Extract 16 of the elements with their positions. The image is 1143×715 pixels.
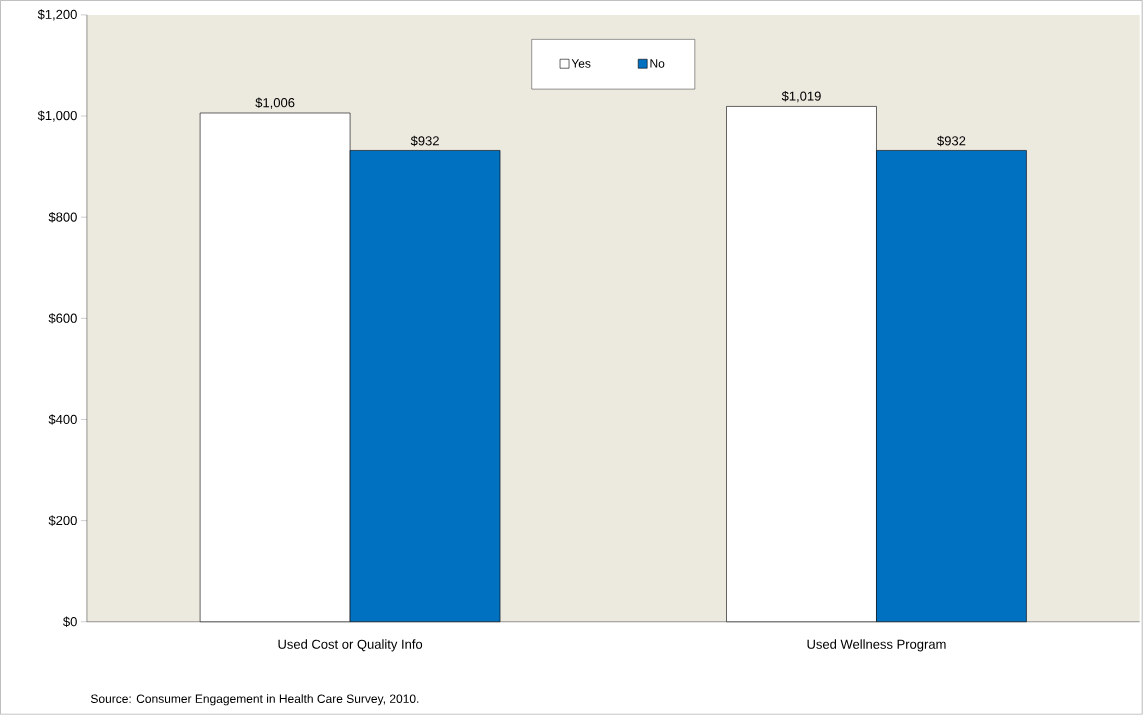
data-label: $1,019 [781, 91, 821, 103]
y-tick-label: $200 [48, 515, 77, 527]
y-tick-label: $0 [63, 616, 77, 628]
y-tick-label: $800 [48, 212, 77, 223]
y-tick-label: $1,200 [37, 9, 77, 21]
x-tick-label: Used Cost or Quality Info [278, 639, 423, 652]
y-tick-label: $600 [48, 313, 77, 324]
source-note: Source: Consumer Engagement in Health Care Survey, 2010. [90, 694, 419, 706]
data-label: $932 [937, 135, 966, 147]
y-tick-label: $1,000 [37, 110, 77, 122]
data-label: $1,006 [255, 97, 295, 109]
x-tick-label: Used Wellness Program [807, 639, 946, 652]
y-tick-label: $400 [48, 414, 77, 425]
legend-label: Yes [571, 59, 591, 68]
legend-label: No [650, 59, 665, 68]
data-label: $932 [410, 135, 439, 147]
